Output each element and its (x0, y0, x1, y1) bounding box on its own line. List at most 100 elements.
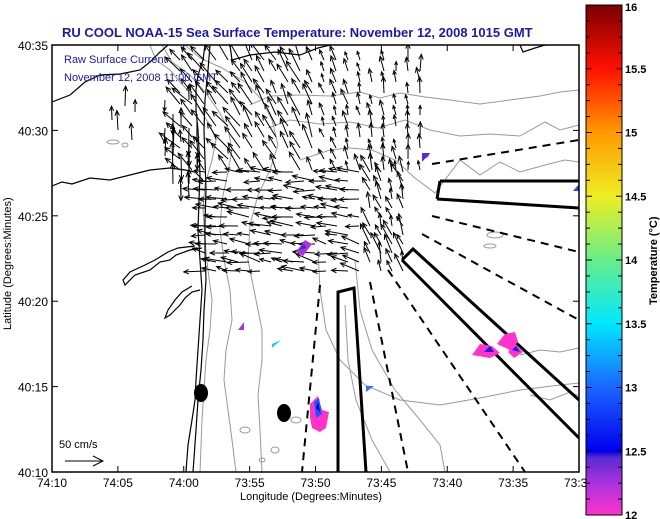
current-vector (318, 101, 325, 116)
current-vector (182, 269, 206, 275)
current-vector (344, 103, 350, 116)
sst-patch (316, 402, 320, 412)
current-vector (344, 124, 349, 138)
current-vector (214, 79, 229, 94)
current-vector (204, 231, 228, 237)
current-vector (194, 152, 201, 171)
shark-river (122, 245, 203, 287)
current-vector (228, 88, 241, 105)
contour-line (270, 446, 280, 454)
contour-line (317, 249, 579, 406)
current-vector (191, 247, 206, 254)
current-vector (253, 187, 272, 193)
current-vector (339, 246, 360, 254)
current-vector (262, 166, 283, 173)
current-vector (313, 204, 327, 210)
current-vector (181, 124, 193, 138)
current-vector (356, 50, 361, 61)
current-vector (318, 127, 325, 138)
current-vector (380, 122, 386, 138)
current-vector (334, 177, 349, 183)
contour-line (486, 231, 504, 239)
current-vector (219, 255, 239, 263)
current-vector (180, 54, 193, 72)
current-vector (344, 50, 349, 61)
current-vector (331, 115, 337, 127)
dashed-radial (421, 233, 579, 321)
current-vector (189, 139, 205, 160)
current-vector (224, 205, 250, 211)
current-vector (197, 196, 217, 202)
contour-line (106, 139, 120, 145)
current-vector (185, 170, 191, 199)
current-vector (361, 176, 371, 191)
current-vector (360, 206, 371, 227)
current-vector (315, 220, 338, 227)
radar-exclusion-zones (301, 139, 579, 472)
colorbar-tick-label: 15 (625, 128, 637, 140)
current-vector (304, 112, 313, 138)
x-tick-label: 73:40 (432, 476, 462, 490)
current-vector (214, 69, 229, 83)
current-vector (399, 182, 405, 200)
current-vector (267, 95, 277, 116)
current-vector (307, 178, 327, 184)
current-vector (236, 167, 261, 174)
current-vector (329, 158, 337, 171)
current-vector (246, 269, 261, 274)
current-vector (241, 194, 261, 200)
current-vector (374, 161, 382, 173)
axis-ticks (51, 44, 580, 473)
contour-line (344, 304, 391, 472)
sst-patch (508, 344, 523, 358)
y-axis-tick-labels: 40:10 40:15 40:20 40:25 40:30 40:35 (18, 39, 48, 480)
current-vector (194, 241, 217, 247)
current-vector (177, 128, 183, 143)
sst-patch (272, 340, 281, 348)
current-vector (252, 77, 265, 94)
current-vector (370, 231, 382, 254)
current-vector (171, 127, 177, 157)
current-vector (335, 166, 360, 173)
current-vector (222, 106, 241, 127)
dashed-radial (301, 284, 321, 472)
current-vector (289, 130, 301, 149)
colorbar-tick-labels: 12 12.5 13 13.5 14 14.5 15 15.5 16 (625, 2, 646, 519)
current-vector (277, 48, 289, 72)
y-tick-label: 40:25 (18, 210, 48, 224)
current-vector (363, 246, 371, 263)
current-vector (196, 178, 217, 185)
current-vector (316, 213, 338, 220)
current-vector (230, 249, 250, 255)
current-vector (318, 175, 338, 182)
contour-line (483, 243, 497, 249)
current-vector (192, 135, 205, 149)
current-vector (397, 212, 404, 236)
current-vector (225, 259, 250, 266)
current-vector (330, 211, 349, 218)
current-vector (365, 190, 371, 209)
x-tick-label: 73:35 (498, 476, 528, 490)
current-vector (257, 195, 272, 201)
sst-patch (422, 153, 430, 162)
current-vector (243, 122, 253, 138)
y-tick-label: 40:30 (18, 124, 48, 138)
current-vector (206, 214, 228, 220)
current-vector (330, 267, 349, 274)
current-vector (177, 152, 193, 171)
current-vector (394, 60, 399, 72)
contour-line (239, 426, 251, 434)
overlay-timestamp: November 12, 2008 11:00 GMT (64, 72, 218, 84)
current-vector (179, 68, 193, 83)
current-vector (192, 186, 217, 192)
current-vector (285, 60, 301, 83)
current-vector (320, 72, 325, 83)
current-vector (374, 165, 382, 182)
current-vector (324, 229, 349, 236)
current-vector (319, 202, 338, 209)
colorbar-tick-label: 13 (625, 383, 637, 395)
contour-line (161, 45, 237, 472)
current-vector (254, 64, 265, 83)
current-vector (416, 75, 423, 94)
current-vector (405, 45, 411, 61)
